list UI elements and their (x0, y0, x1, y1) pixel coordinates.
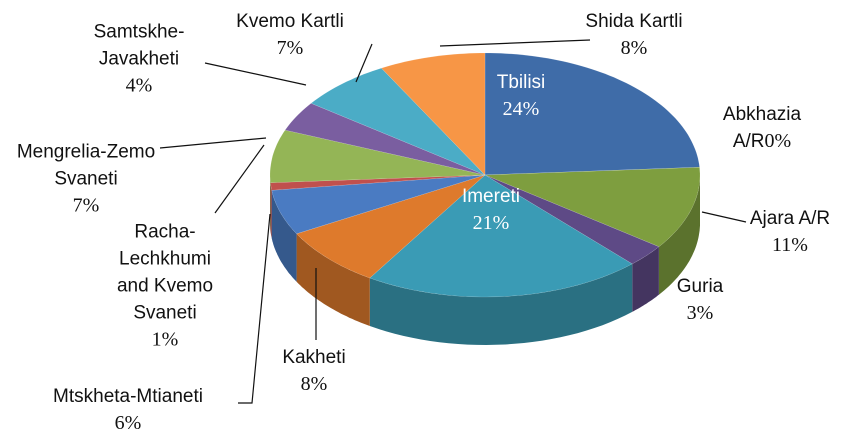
leader-line (701, 211, 747, 223)
slice (369, 174, 633, 298)
slice (269, 129, 486, 183)
category-name: Racha-Lechkhumi and Kvemo Svaneti (116, 221, 214, 324)
value-label: 6% (114, 412, 142, 434)
leader-line (439, 39, 591, 47)
slice-side (658, 175, 700, 295)
slice-label: Samtskhe-Javakheti 4% (79, 19, 199, 100)
slice-label: Mtskheta-Mtianeti 6% (18, 383, 238, 437)
category-name: Mtskheta-Mtianeti (53, 386, 203, 407)
leader-line (159, 137, 267, 149)
category-name: Abkhazia A/R (722, 104, 802, 152)
category-name: Ajara A/R (749, 208, 831, 229)
leader-line (214, 144, 265, 214)
slice-side (271, 190, 297, 282)
value-label: 4% (125, 74, 153, 97)
slice (484, 174, 660, 265)
slice-label: Kakheti 8% (259, 344, 369, 398)
value-label: 24% (502, 98, 540, 120)
slice-label: Mengrelia-Zemo Svaneti 7% (6, 139, 166, 220)
slice (270, 174, 486, 191)
value-label: 7% (276, 37, 304, 59)
value-label: 8% (300, 373, 328, 395)
category-name: Mengrelia-Zemo Svaneti (16, 141, 156, 190)
slice-side (296, 233, 370, 326)
value-label: 3% (686, 302, 714, 324)
slice (484, 52, 700, 176)
category-name: Tbilisi (496, 72, 546, 93)
value-label: 8% (620, 37, 648, 59)
category-name: Kvemo Kartli (236, 11, 344, 32)
slice (484, 167, 701, 247)
category-name: Kakheti (282, 347, 346, 368)
slice (284, 103, 486, 176)
slice-label: Shida Kartli 8% (569, 8, 699, 62)
value-label: 11% (772, 234, 808, 256)
slice-side (270, 182, 272, 239)
leader-line (204, 62, 307, 86)
value-label: 0% (764, 130, 792, 152)
slice-label: Racha-Lechkhumi and Kvemo Svaneti 1% (115, 219, 215, 354)
category-name: Imereti (461, 186, 521, 207)
value-label: 21% (472, 212, 510, 234)
slice (296, 174, 486, 279)
slice (380, 52, 486, 176)
leader-line (355, 43, 373, 83)
slice-label: Kvemo Kartli 7% (225, 8, 355, 62)
leader-line (238, 213, 271, 404)
slice-label: Guria 3% (655, 273, 745, 327)
slice-label: Ajara A/R 11% (735, 205, 845, 259)
slice-side (632, 246, 659, 312)
slice-side (369, 263, 633, 345)
slice-label: Imereti 21% (436, 183, 546, 237)
category-name: Guria (676, 276, 724, 297)
slice-label: Abkhazia A/R0% (707, 101, 817, 155)
slice (271, 174, 486, 235)
value-label: 1% (151, 328, 179, 351)
slice-label: Tbilisi 24% (476, 69, 566, 123)
value-label: 7% (72, 194, 100, 217)
category-name: Samtskhe-Javakheti (93, 21, 185, 70)
slice (310, 67, 486, 176)
category-name: Shida Kartli (585, 11, 683, 32)
